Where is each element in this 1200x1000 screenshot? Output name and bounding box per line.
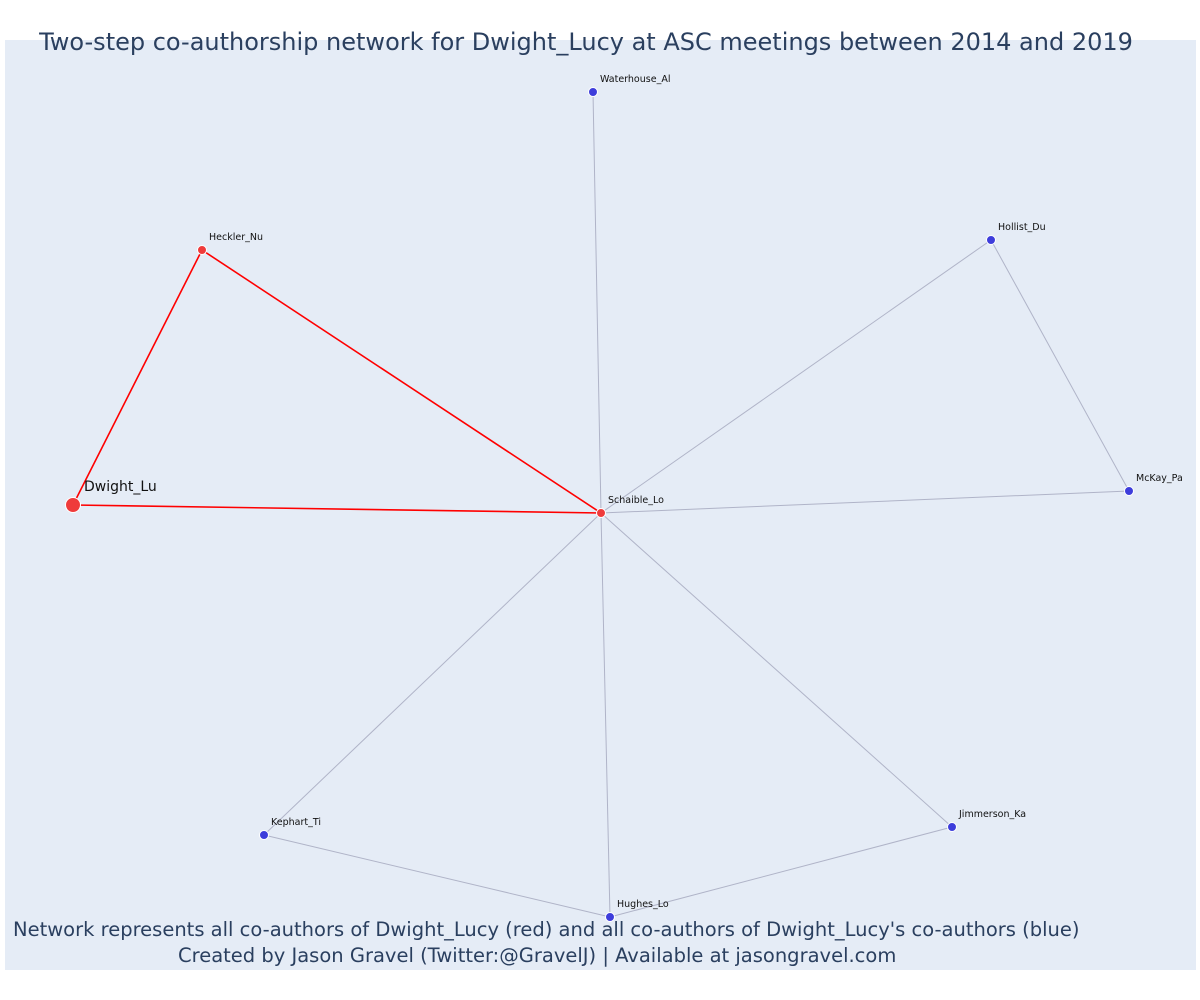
node-waterhouse-al[interactable] bbox=[588, 87, 598, 97]
edge-schaible-lo-hollist-du bbox=[600, 239, 992, 514]
edge-dwight-lu-schaible-lo bbox=[72, 504, 602, 514]
chart-title: Two-step co-authorship network for Dwigh… bbox=[39, 28, 1133, 56]
edge-schaible-lo-mckay-pa bbox=[600, 490, 1130, 514]
edge-schaible-lo-hughes-lo bbox=[600, 512, 611, 918]
edges-layer bbox=[72, 91, 1130, 918]
node-label-jimmerson-ka: Jimmerson_Ka bbox=[958, 809, 1026, 820]
node-label-heckler-nu: Heckler_Nu bbox=[209, 232, 263, 243]
node-schaible-lo[interactable] bbox=[596, 508, 606, 518]
node-hollist-du[interactable] bbox=[986, 235, 996, 245]
node-label-waterhouse-al: Waterhouse_Al bbox=[600, 74, 670, 85]
labels-layer: Dwight_Lu Heckler_Nu Schaible_Lo Waterhouse… bbox=[84, 74, 1183, 910]
edge-schaible-lo-kephart-ti bbox=[263, 512, 602, 836]
node-label-schaible-lo: Schaible_Lo bbox=[608, 495, 664, 506]
caption-line-2: Created by Jason Gravel (Twitter:@Gravel… bbox=[178, 944, 897, 967]
edge-dwight-lu-heckler-nu bbox=[72, 249, 203, 506]
node-kephart-ti[interactable] bbox=[259, 830, 269, 840]
edge-heckler-nu-schaible-lo bbox=[201, 249, 602, 514]
node-jimmerson-ka[interactable] bbox=[947, 822, 957, 832]
node-heckler-nu[interactable] bbox=[197, 245, 207, 255]
nodes-layer bbox=[65, 87, 1134, 922]
edge-kephart-ti-hughes-lo bbox=[263, 834, 611, 918]
node-label-dwight-lu: Dwight_Lu bbox=[84, 479, 157, 495]
node-hughes-lo[interactable] bbox=[605, 912, 615, 922]
node-label-mckay-pa: McKay_Pa bbox=[1136, 473, 1183, 484]
edge-hughes-lo-jimmerson-ka bbox=[609, 826, 953, 918]
node-label-hollist-du: Hollist_Du bbox=[998, 222, 1046, 233]
node-label-kephart-ti: Kephart_Ti bbox=[271, 817, 321, 828]
edge-schaible-lo-jimmerson-ka bbox=[600, 512, 953, 828]
caption-line-1: Network represents all co-authors of Dwi… bbox=[13, 918, 1080, 941]
edge-hollist-du-mckay-pa bbox=[990, 239, 1130, 492]
edge-schaible-lo-waterhouse-al bbox=[592, 91, 602, 514]
node-label-hughes-lo: Hughes_Lo bbox=[617, 899, 669, 910]
node-mckay-pa[interactable] bbox=[1124, 486, 1134, 496]
node-dwight-lu[interactable] bbox=[65, 497, 81, 513]
